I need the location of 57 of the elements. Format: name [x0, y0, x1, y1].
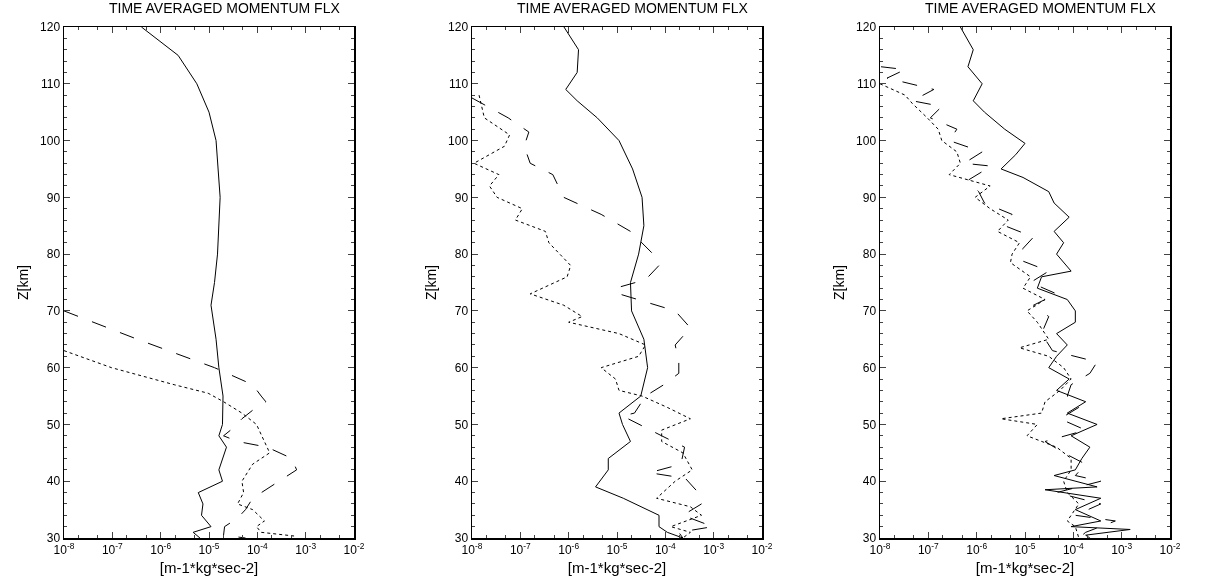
x-tick-label: 10$^{-7}$ [509, 540, 532, 557]
x-tick-label: 10$^{-3}$ [1111, 540, 1133, 557]
x-tick-label: 10$^{-4}$ [1062, 540, 1085, 557]
y-tick-label: 40 [862, 474, 877, 489]
y-tick-label: 60 [862, 360, 877, 375]
x-tick-label: 10$^{-3}$ [295, 540, 317, 557]
x-tick-label: 10$^{-5}$ [198, 540, 220, 557]
x-axis-title: [m-1*kg*sec-2] [567, 558, 667, 576]
y-tick-label: 50 [862, 417, 877, 432]
x-tick-label: 10$^{-2}$ [1159, 540, 1181, 557]
y-tick-label: 90 [862, 190, 877, 205]
y-tick-label: 120 [40, 20, 61, 35]
y-tick-label: 80 [46, 247, 61, 262]
y-tick-label: 110 [856, 76, 877, 91]
y-tick-label: 110 [448, 76, 469, 91]
x-tick-label: 10$^{-6}$ [558, 540, 580, 557]
y-tick-label: 40 [454, 474, 469, 489]
y-tick-label: 40 [46, 474, 61, 489]
y-tick-label: 90 [454, 190, 469, 205]
x-tick-label: 10$^{-7}$ [917, 540, 940, 557]
x-tick-label: 10$^{-7}$ [101, 540, 124, 557]
x-axis-title: [m-1*kg*sec-2] [975, 558, 1075, 576]
y-tick-label: 60 [46, 360, 61, 375]
y-axis-title: Z[km] [422, 265, 439, 300]
x-tick-label: 10$^{-4}$ [246, 540, 269, 557]
chart-title: TIME AVERAGED MOMENTUM FLX [517, 0, 749, 16]
y-tick-label: 30 [454, 531, 469, 546]
y-tick-label: 30 [46, 531, 61, 546]
y-tick-label: 50 [454, 417, 469, 432]
y-tick-label: 70 [862, 304, 877, 319]
y-tick-label: 50 [46, 417, 61, 432]
y-tick-label: 100 [40, 133, 61, 148]
y-tick-label: 90 [46, 190, 61, 205]
y-tick-label: 100 [856, 133, 877, 148]
x-axis-title: [m-1*kg*sec-2] [159, 558, 259, 576]
x-tick-label: 10$^{-2}$ [751, 540, 773, 557]
y-tick-label: 120 [856, 20, 877, 35]
y-tick-label: 100 [448, 133, 469, 148]
x-tick-label: 10$^{-6}$ [150, 540, 172, 557]
y-tick-label: 120 [448, 20, 469, 35]
x-tick-label: 10$^{-5}$ [1014, 540, 1036, 557]
x-tick-label: 10$^{-6}$ [966, 540, 988, 557]
y-tick-label: 60 [454, 360, 469, 375]
x-tick-label: 10$^{-2}$ [343, 540, 365, 557]
y-tick-label: 70 [46, 304, 61, 319]
y-tick-label: 80 [454, 247, 469, 262]
y-tick-label: 80 [862, 247, 877, 262]
x-tick-label: 10$^{-3}$ [703, 540, 725, 557]
y-tick-label: 70 [454, 304, 469, 319]
x-tick-label: 10$^{-5}$ [606, 540, 628, 557]
chart-title: TIME AVERAGED MOMENTUM FLX [109, 0, 341, 16]
y-tick-label: 30 [862, 531, 877, 546]
chart-title: TIME AVERAGED MOMENTUM FLX [925, 0, 1157, 16]
y-axis-title: Z[km] [14, 265, 31, 300]
y-tick-label: 110 [40, 76, 61, 91]
y-axis-title: Z[km] [830, 265, 847, 300]
x-tick-label: 10$^{-4}$ [654, 540, 677, 557]
